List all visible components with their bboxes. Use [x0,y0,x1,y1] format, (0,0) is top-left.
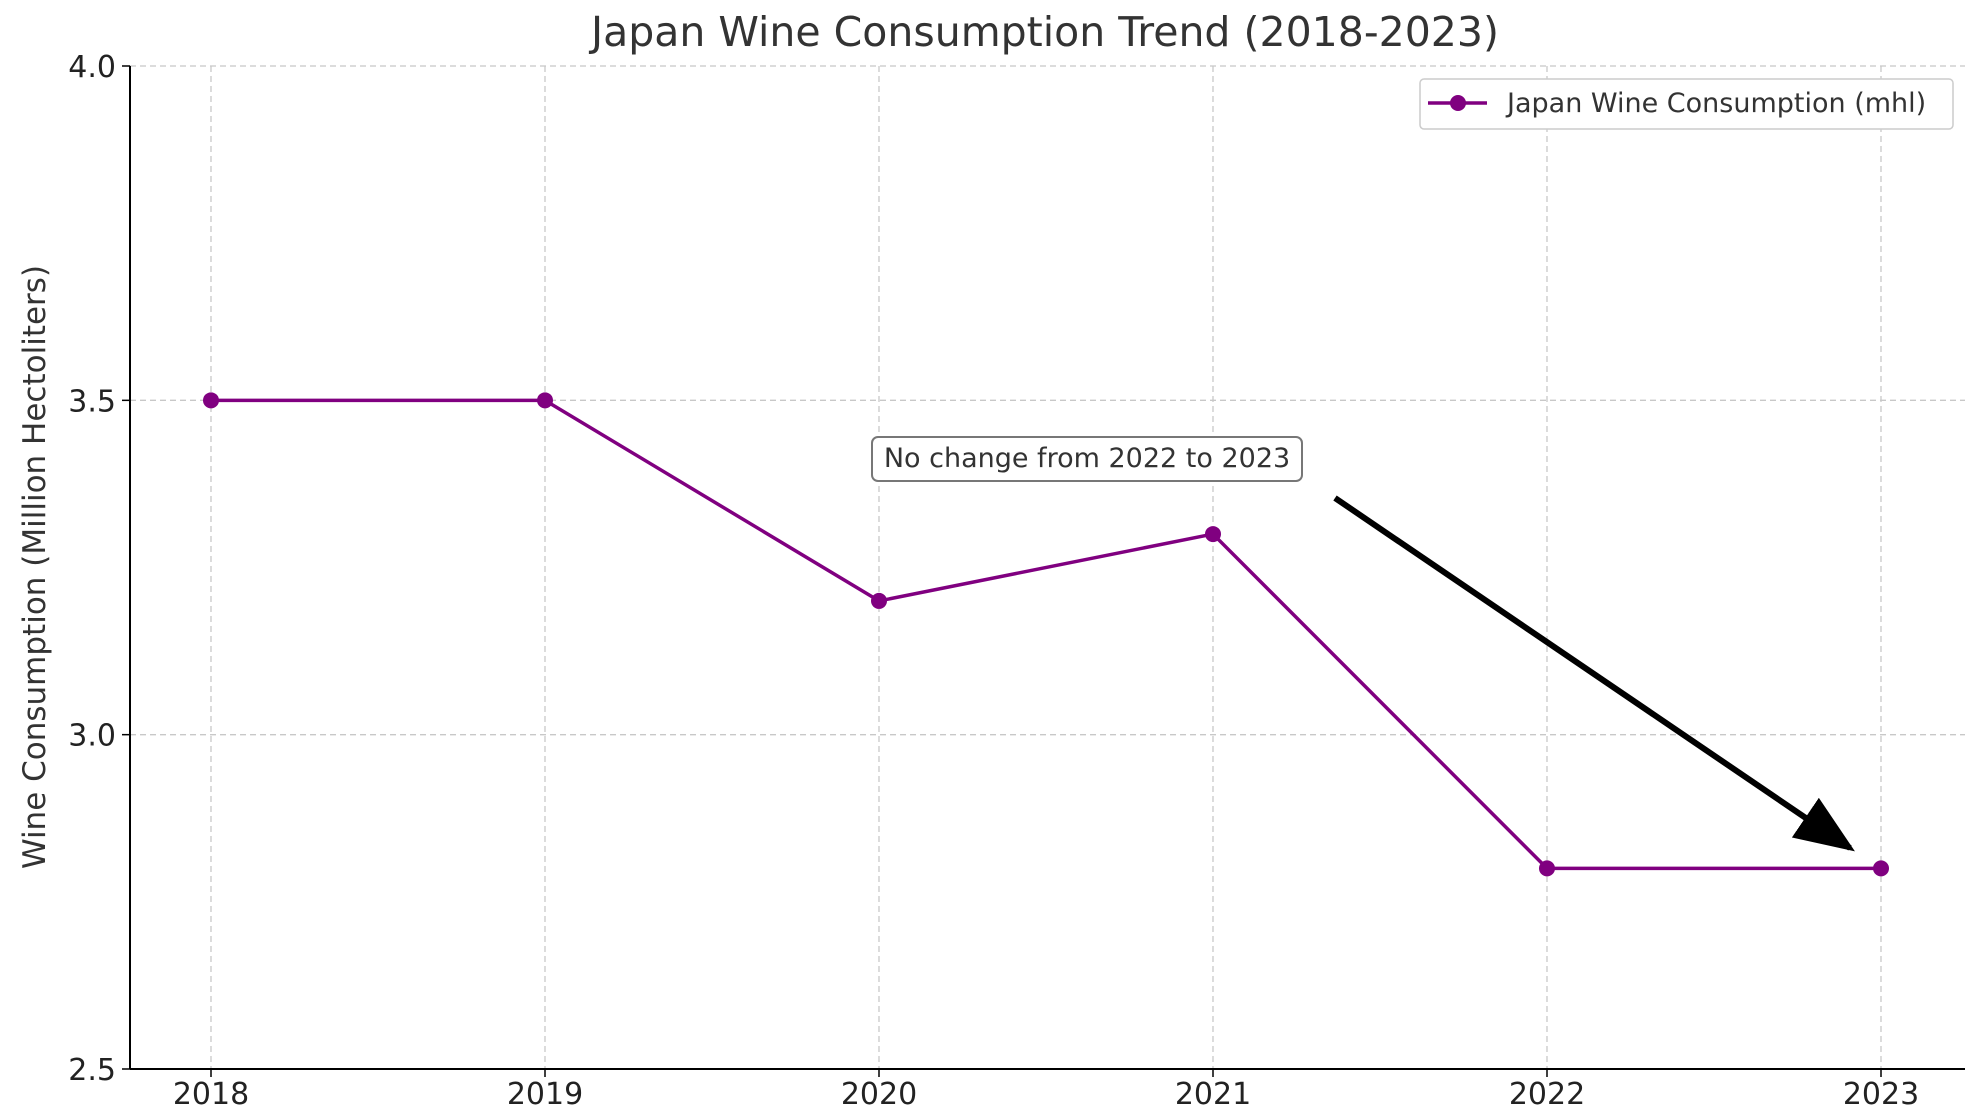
annotation-arrow [1333,495,1855,852]
y-tick-label: 3.0 [68,719,116,754]
series-line [211,398,1881,871]
x-tick-label: 2022 [1509,1077,1585,1112]
annotation: No change from 2022 to 2023 [871,436,1855,852]
x-tick-label: 2019 [507,1077,583,1112]
data-point [537,392,553,409]
data-point [1205,526,1221,543]
tick-labels: 2018 2019 2020 2021 2022 2023 2.5 3.0 3.5 4.0 [68,50,1919,1112]
legend: Japan Wine Consumption (mhl) [1419,78,1954,130]
x-tick-label: 2021 [1175,1077,1251,1112]
annotation-text: No change from 2022 to 2023 [884,443,1290,474]
series-layer [203,392,1889,877]
y-tick-label: 4.0 [68,50,116,85]
y-axis-label: Wine Consumption (Million Hectoliters) [17,265,53,869]
axes [129,66,1965,1070]
x-tick-label: 2023 [1843,1077,1919,1112]
y-tick-label: 2.5 [68,1053,116,1088]
legend-marker-swatch [1450,95,1466,111]
data-point [203,392,219,409]
data-point [871,592,887,609]
data-point [1539,860,1555,877]
data-point [1873,860,1889,877]
y-tick-label: 3.5 [68,384,116,419]
x-tick-label: 2018 [173,1077,249,1112]
annotation-box [871,436,1303,482]
legend-label: Japan Wine Consumption (mhl) [1505,88,1926,119]
chart-title: Japan Wine Consumption Trend (2018-2023) [588,8,1499,56]
x-tick-label: 2020 [841,1077,917,1112]
legend-box [1419,78,1954,130]
